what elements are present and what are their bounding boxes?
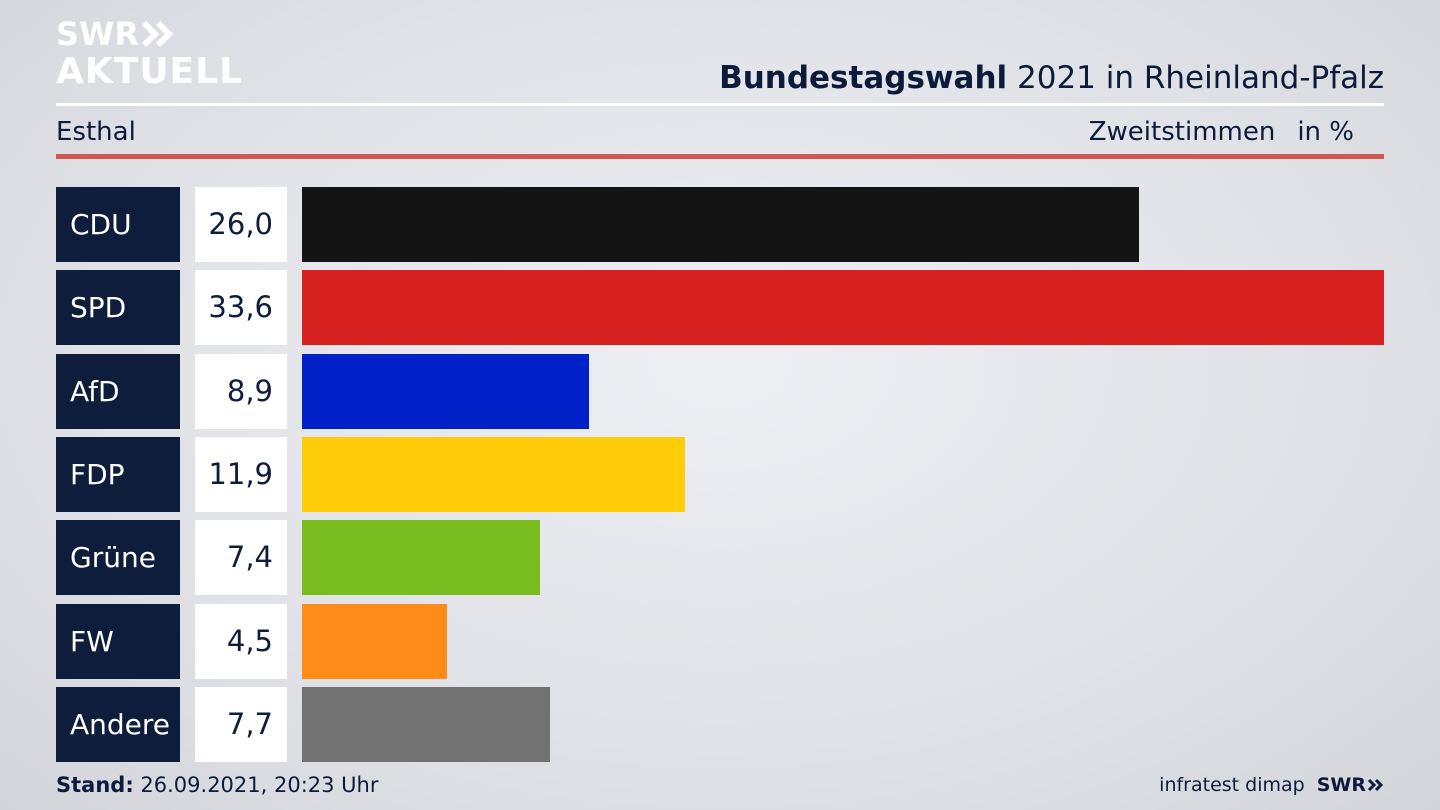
bar [302,436,686,512]
bar-row: FW 4,5 [56,603,1384,679]
location-label: Esthal [56,117,136,147]
double-chevron-right-icon [141,20,175,48]
unit-label: in % [1297,117,1354,147]
swr-brand: SWR [1317,774,1384,796]
stand-value: 26.09.2021, 20:23 Uhr [133,773,379,797]
measure-unit: Zweitstimmen in % [1089,114,1354,150]
value-label: 7,4 [195,520,287,596]
bar-row: AfD 8,9 [56,353,1384,429]
source-label: infratest dimap [1159,774,1305,796]
bar-row: FDP 11,9 [56,436,1384,512]
bar [302,520,541,596]
bar [302,686,550,762]
subheader: Esthal Zweitstimmen in % [56,114,1384,150]
swr-brand-text: SWR [1316,774,1366,796]
logo-aktuell-text: AKTUELL [56,51,244,92]
chart-title-rest: 2021 in Rheinland-Pfalz [1007,60,1384,96]
chart-title: Bundestagswahl 2021 in Rheinland-Pfalz [719,58,1384,98]
bar-row: CDU 26,0 [56,187,1384,262]
swr-aktuell-logo: SWR AKTUELL [56,16,243,90]
double-chevron-right-icon [1367,778,1384,792]
value-label: 26,0 [195,187,287,262]
party-label: SPD [56,270,180,346]
bar [302,270,1384,346]
party-label: FDP [56,436,180,512]
accent-divider [56,154,1384,159]
header-divider [56,103,1384,106]
bar [302,353,589,429]
chart-title-bold: Bundestagswahl [719,60,1008,96]
measure-label: Zweitstimmen [1088,117,1276,147]
party-label: FW [56,603,180,679]
value-label: 4,5 [195,603,287,679]
bar [302,603,447,679]
bar-row: SPD 33,6 [56,270,1384,346]
stand-label: Stand: [56,773,134,797]
party-label: Grüne [56,520,180,596]
value-label: 8,9 [195,353,287,429]
timestamp: Stand: 26.09.2021, 20:23 Uhr [56,770,379,800]
party-label: AfD [56,353,180,429]
bar-row: Grüne 7,4 [56,520,1384,596]
party-label: CDU [56,187,180,262]
bar [302,187,1140,262]
value-label: 7,7 [195,686,287,762]
value-label: 11,9 [195,436,287,512]
footer-source: infratest dimap SWR [1159,770,1384,800]
bar-row: Andere 7,7 [56,686,1384,762]
party-label: Andere [56,686,180,762]
logo-swr-text: SWR [56,15,139,53]
value-label: 33,6 [195,270,287,346]
